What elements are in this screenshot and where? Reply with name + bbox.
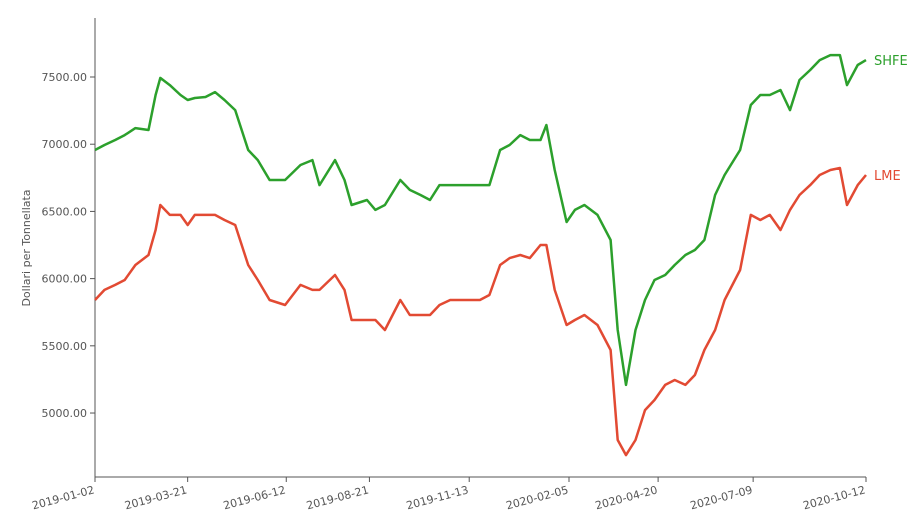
y-tick-label: 7000.00 [42, 138, 88, 151]
x-tick-label: 2019-11-13 [405, 483, 470, 512]
legend-label: SHFE [874, 54, 908, 69]
y-tick-label: 5500.00 [42, 340, 88, 353]
x-tick-label: 2019-03-21 [123, 483, 188, 512]
y-tick-label: 6000.00 [42, 273, 88, 286]
x-tick-label: 2020-10-12 [802, 483, 867, 512]
x-tick-label: 2019-08-21 [305, 483, 370, 512]
y-tick-label: 5000.00 [42, 407, 88, 420]
x-tick-label: 2020-02-05 [505, 483, 570, 512]
x-tick-label: 2020-04-20 [594, 483, 659, 512]
x-tick-label: 2019-01-02 [31, 483, 96, 512]
y-axis-label: Dollari per Tonnellata [20, 189, 33, 306]
y-tick-label: 7500.00 [42, 71, 88, 84]
y-tick-label: 6500.00 [42, 205, 88, 218]
x-tick-label: 2019-06-12 [222, 483, 287, 512]
x-tick-label: 2020-07-09 [689, 483, 754, 512]
series-line [94, 53, 867, 387]
series-line [94, 166, 867, 457]
legend-label: LME [874, 169, 901, 184]
